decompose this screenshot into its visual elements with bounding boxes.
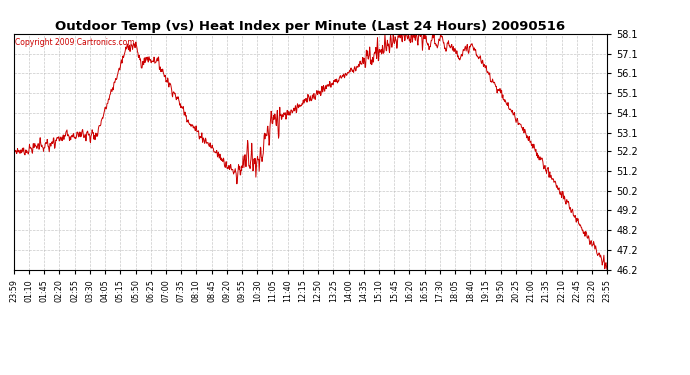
Text: Copyright 2009 Cartronics.com: Copyright 2009 Cartronics.com xyxy=(15,39,135,48)
Title: Outdoor Temp (vs) Heat Index per Minute (Last 24 Hours) 20090516: Outdoor Temp (vs) Heat Index per Minute … xyxy=(55,20,566,33)
